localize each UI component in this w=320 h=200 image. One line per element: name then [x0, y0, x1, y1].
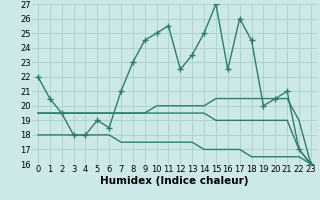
X-axis label: Humidex (Indice chaleur): Humidex (Indice chaleur)	[100, 176, 249, 186]
